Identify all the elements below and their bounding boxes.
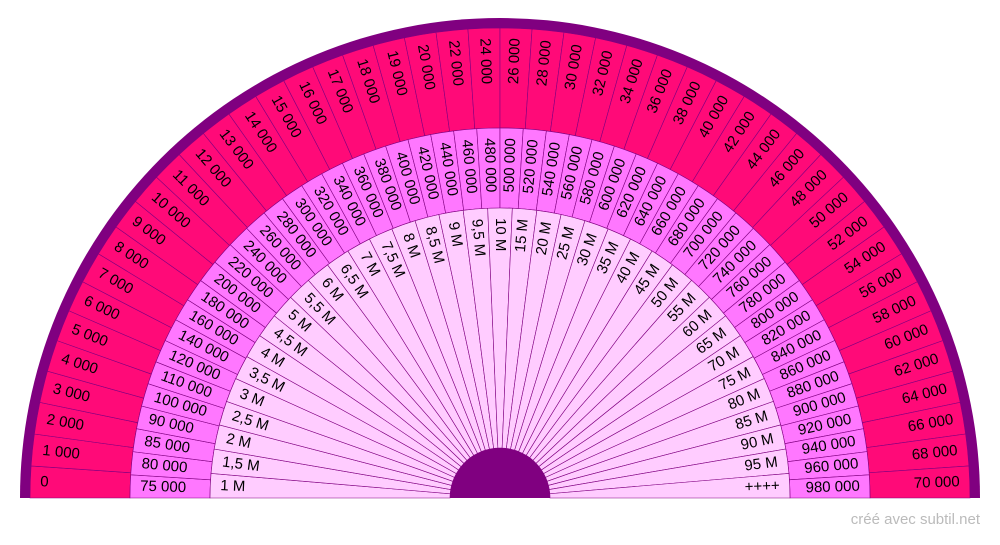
- sector-label: 95 M: [743, 453, 778, 474]
- sector-label: 980 000: [805, 478, 860, 497]
- sector-label: 1 000: [42, 442, 81, 463]
- sector-label: 28 000: [533, 39, 555, 86]
- footer: créé avec subtil.net: [851, 511, 981, 528]
- sector-label: 22 000: [445, 39, 467, 86]
- sector-label: 9,5 M: [468, 218, 488, 257]
- sector-label: 9 M: [445, 221, 466, 249]
- sector-label: 520 000: [520, 139, 542, 195]
- sector: [549, 473, 791, 499]
- sector-label: 68 000: [911, 442, 958, 464]
- sector-label: 26 000: [505, 38, 524, 84]
- sector-label: 70 000: [914, 473, 960, 492]
- sector-label: 85 000: [143, 433, 191, 457]
- sector-label: 20 M: [533, 221, 555, 257]
- sector-label: 960 000: [804, 455, 860, 477]
- sector-label: 24 000: [476, 38, 495, 84]
- sector-label: 480 000: [481, 138, 500, 193]
- sector-label: 75 000: [140, 478, 186, 496]
- sector-label: 0: [40, 473, 49, 490]
- sector-label: 15 M: [512, 218, 532, 253]
- sector-label: 460 000: [458, 139, 480, 195]
- sector-label: 2 M: [225, 430, 253, 452]
- sector-label: 10 M: [492, 218, 509, 251]
- sector-label: 500 000: [501, 138, 520, 193]
- sector-label: 1,5 M: [221, 453, 260, 475]
- sector-label: 80 000: [141, 455, 188, 476]
- sector-label: 2 000: [45, 411, 85, 434]
- sector-label: 1 M: [220, 477, 246, 495]
- sector-label: ++++: [744, 477, 780, 495]
- sector-label: 90 M: [739, 430, 775, 454]
